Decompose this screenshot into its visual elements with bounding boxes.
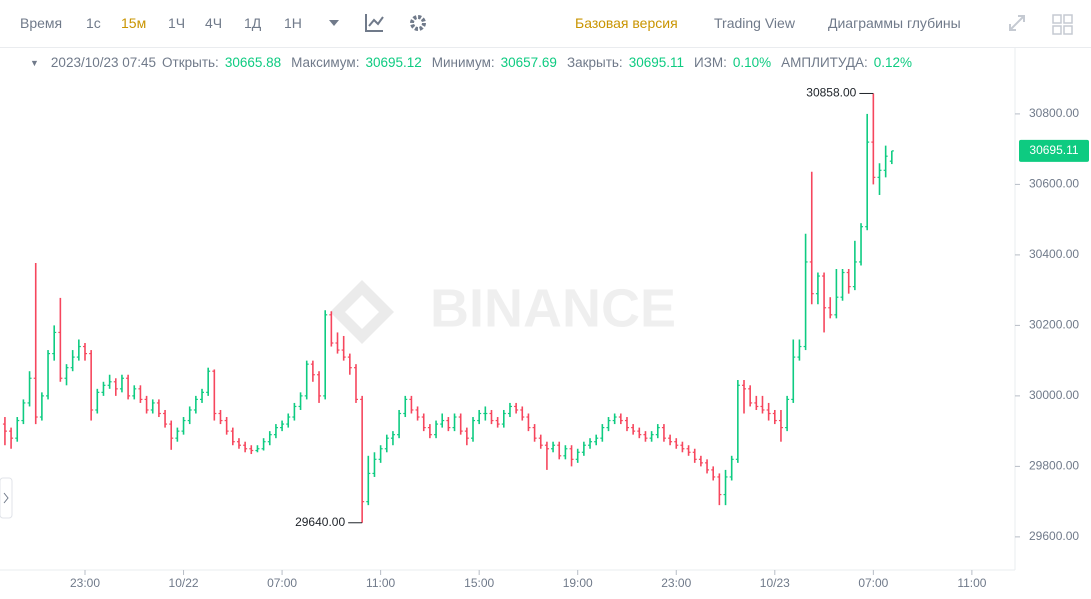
info-value: 0.12% <box>873 55 913 70</box>
y-tick-label: 30800.00 <box>1029 106 1079 120</box>
info-value: 30665.88 <box>224 55 282 70</box>
y-tick-label: 30200.00 <box>1029 318 1079 332</box>
info-label: ИЗМ: <box>694 55 727 70</box>
info-bar: ▼ 2023/10/23 07:45 Открыть: 30665.88 Максиму… <box>30 55 916 70</box>
x-tick-label: 07:00 <box>267 576 297 590</box>
fullscreen-icon <box>1009 15 1025 31</box>
layout-icon <box>1063 25 1073 35</box>
layout-icon <box>1052 25 1062 35</box>
chevron <box>3 492 9 504</box>
last-price-tag <box>1019 139 1089 162</box>
interval-tab: Время <box>20 15 63 31</box>
y-tick-label: 30600.00 <box>1029 177 1079 191</box>
x-tick-label: 15:00 <box>464 576 494 590</box>
info-label: Максимум: <box>291 55 360 70</box>
interval-tab[interactable]: 1с <box>86 15 101 31</box>
x-tick-label: 11:00 <box>366 576 395 590</box>
info-value: 30657.69 <box>500 55 557 70</box>
info-label: АМПЛИТУДА: <box>781 55 868 70</box>
watermark-logo <box>330 280 394 344</box>
x-tick-label: 07:00 <box>858 576 888 590</box>
info-value: 30695.11 <box>628 55 684 70</box>
y-tick-label: 29600.00 <box>1029 529 1079 543</box>
interval-tab[interactable]: 15м <box>121 15 147 31</box>
x-tick-label: 23:00 <box>661 576 691 590</box>
interval-tab[interactable]: 4Ч <box>205 15 223 31</box>
x-tick-label: 11:00 <box>957 576 986 590</box>
y-tick-label: 30400.00 <box>1029 247 1079 261</box>
toolbar-icons <box>329 14 1073 35</box>
layout-icon <box>1063 14 1073 24</box>
last-price-label: 30695.11 <box>1029 143 1078 157</box>
annotation: 30858.00 <box>806 86 856 100</box>
info-label: Закрыть: <box>566 55 623 70</box>
settings-icon <box>410 15 426 31</box>
x-tick-label: 10/23 <box>760 576 790 590</box>
info-value: 0.10% <box>732 55 772 70</box>
x-tick-label: 23:00 <box>70 576 100 590</box>
layout-icon <box>1052 14 1062 24</box>
interval-tab[interactable]: 1Ч <box>168 15 186 31</box>
collapse-toggle[interactable]: ▼ <box>30 58 39 68</box>
view-tab[interactable]: Trading View <box>714 15 795 31</box>
info-label: Открыть: <box>162 55 219 70</box>
indicator-icon <box>365 14 384 32</box>
view-tab[interactable]: Базовая версия <box>575 15 678 31</box>
view-tab[interactable]: Диаграммы глубины <box>828 15 961 31</box>
info-date: 2023/10/23 07:45 <box>50 55 157 70</box>
annotation: 29640.00 <box>295 515 345 529</box>
interval-tab[interactable]: 1Н <box>284 15 302 31</box>
side-tab[interactable] <box>0 477 13 519</box>
dropdown-icon <box>329 20 339 26</box>
toolbar: Время 1с 15м 1Ч 4Ч 1Д 1Н Базовая версия Trading … <box>0 0 1091 48</box>
watermark: BINANCE <box>430 278 676 338</box>
interval-tab[interactable]: 1Д <box>244 15 262 31</box>
x-tick-label: 19:00 <box>563 576 593 590</box>
y-tick-label: 30000.00 <box>1029 388 1079 402</box>
info-value: 30695.12 <box>365 55 422 70</box>
info-label: Минимум: <box>431 55 495 70</box>
y-tick-label: 29800.00 <box>1029 459 1079 473</box>
x-tick-label: 10/22 <box>169 576 199 590</box>
